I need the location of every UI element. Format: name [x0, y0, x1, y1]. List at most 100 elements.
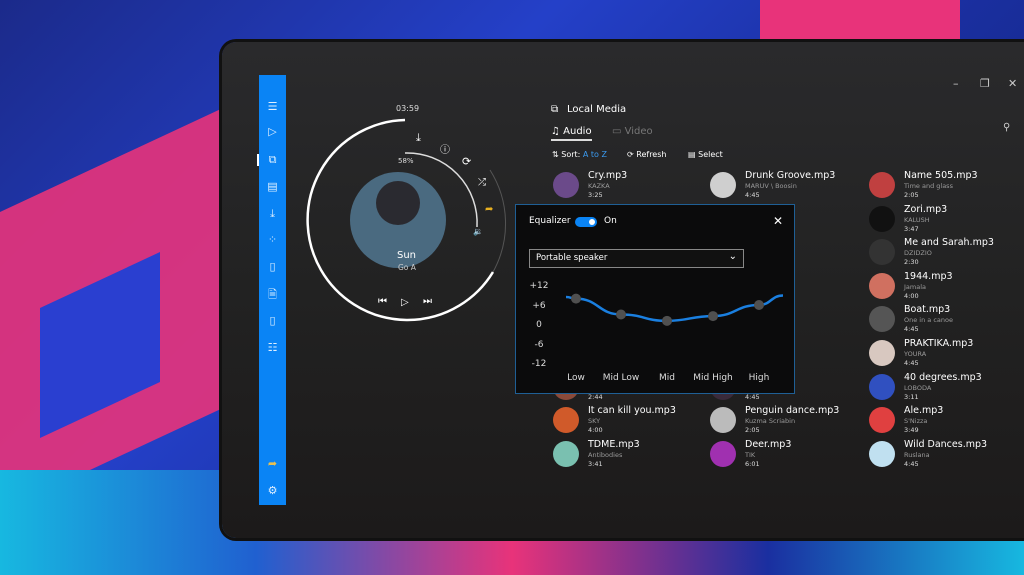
share-icon[interactable]: ➦: [267, 457, 278, 470]
local-media-icon[interactable]: ⧉: [268, 153, 277, 166]
song-duration: 3:11: [904, 392, 919, 401]
album-thumbnail: [869, 340, 895, 366]
list-item[interactable]: 1944.mp3 Jamala 4:00: [869, 271, 1009, 303]
repeat-icon[interactable]: ⟳: [462, 155, 472, 168]
device-icon[interactable]: ▯: [269, 314, 276, 327]
list-item[interactable]: Penguin dance.mp3 Kuzma Scriabin 2:05: [710, 405, 850, 437]
song-title: Penguin dance.mp3: [745, 405, 840, 417]
tab-audio[interactable]: ♫ Audio: [551, 126, 592, 141]
mouse-icon[interactable]: ▯: [269, 260, 276, 273]
search-icon[interactable]: ⚲: [1003, 122, 1011, 133]
list-item[interactable]: Boat.mp3 One in a canoe 4:45: [869, 304, 1009, 336]
play-icon[interactable]: ▷: [401, 297, 409, 308]
song-artist: DZIDZIO: [904, 249, 932, 258]
song-title: Cry.mp3: [588, 170, 628, 181]
file-icon[interactable]: 🗎: [268, 288, 277, 301]
list-item[interactable]: Zori.mp3 KALUSH 3:47: [869, 204, 1009, 236]
song-artist: TIK: [745, 450, 756, 459]
shuffle-icon[interactable]: ⤮: [478, 177, 486, 188]
select-button[interactable]: ▤ Select: [688, 150, 723, 159]
equalizer-toggle[interactable]: [575, 217, 597, 227]
song-title: Wild Dances.mp3: [904, 438, 988, 450]
sort-button[interactable]: ⇅ Sort: A to Z: [552, 150, 607, 159]
download-icon[interactable]: ⤓: [270, 207, 275, 220]
settings-icon[interactable]: ⚙: [267, 484, 278, 497]
menu-icon[interactable]: ☰: [267, 100, 278, 113]
list-item[interactable]: Cry.mp3 KAZKA 3:25: [553, 170, 693, 202]
close-icon[interactable]: ✕: [773, 214, 784, 228]
album-thumbnail: [553, 407, 579, 434]
song-duration: 4:45: [904, 459, 919, 468]
minimize-icon[interactable]: –: [953, 77, 959, 90]
list-item[interactable]: Deer.mp3 TIK 6:01: [710, 439, 850, 471]
song-duration: 3:49: [904, 426, 919, 435]
eq-band-handle-low[interactable]: [571, 293, 581, 304]
song-duration: 4:45: [904, 359, 919, 367]
song-duration: 2:05: [904, 191, 919, 199]
eq-band-handle-high[interactable]: [754, 299, 764, 310]
track-title: Sun: [397, 250, 417, 261]
equalizer-chart[interactable]: [516, 205, 796, 395]
list-item[interactable]: TDME.mp3 Antibodies 3:41: [553, 439, 693, 471]
song-title: Ale.mp3: [904, 405, 944, 417]
song-artist: Antibodies: [588, 450, 623, 459]
song-duration: 4:00: [904, 291, 919, 300]
song-duration: 3:25: [588, 191, 603, 199]
player-dial[interactable]: [290, 95, 510, 335]
stream-icon[interactable]: ⁘: [267, 233, 278, 246]
wallpaper-shape: [760, 0, 960, 45]
list-item[interactable]: Ale.mp3 S'Nizza 3:49: [869, 405, 1009, 437]
tab-video[interactable]: ▭ Video: [612, 126, 653, 137]
list-item[interactable]: Wild Dances.mp3 Ruslana 4:45: [869, 439, 1009, 471]
y-tick-label: -12: [531, 359, 547, 369]
previous-icon[interactable]: ⏮: [378, 296, 387, 307]
y-tick-label: -6: [534, 339, 544, 350]
x-tick-label: Mid: [659, 373, 675, 383]
preset-dropdown[interactable]: Portable speaker ⌄: [529, 249, 744, 268]
eq-band-handle-mid-high[interactable]: [708, 311, 718, 322]
song-artist: Ruslana: [904, 450, 930, 459]
song-duration: 4:45: [904, 325, 919, 334]
song-title: It can kill you.mp3: [588, 405, 676, 417]
list-item[interactable]: PRAKTIKA.mp3 YOURA 4:45: [869, 338, 1009, 370]
next-icon[interactable]: ⏭: [423, 296, 432, 307]
album-thumbnail: [869, 440, 895, 467]
album-thumbnail: [869, 205, 895, 232]
volume-percent: 58%: [398, 157, 414, 165]
volume-icon[interactable]: 🔉: [473, 227, 483, 236]
share-track-icon[interactable]: ➦: [485, 204, 494, 215]
eq-band-handle-mid[interactable]: [662, 315, 672, 326]
volume-arc[interactable]: [404, 152, 478, 228]
song-title: Zori.mp3: [904, 203, 948, 215]
album-thumbnail: [710, 172, 736, 198]
song-duration: 6:01: [745, 459, 760, 468]
download-track-icon[interactable]: ⤓: [416, 131, 421, 144]
list-item[interactable]: It can kill you.mp3 SKY 4:00: [553, 405, 693, 437]
song-artist: S'Nizza: [904, 417, 928, 426]
selection-indicator: [257, 154, 259, 166]
tab-audio-label: Audio: [563, 126, 592, 137]
eq-band-handle-mid-low[interactable]: [616, 309, 626, 320]
list-item[interactable]: Me and Sarah.mp3 DZIDZIO 2:30: [869, 237, 1009, 269]
song-artist: KAZKA: [588, 182, 610, 190]
progress-ring[interactable]: [306, 118, 495, 322]
list-item[interactable]: Drunk Groove.mp3 MARUV \ Boosin 4:45: [710, 170, 850, 202]
song-duration: 2:05: [745, 426, 760, 435]
close-window-icon[interactable]: ✕: [1008, 77, 1018, 90]
list-item[interactable]: Name 505.mp3 Time and glass 2:05: [869, 170, 1009, 202]
playlist-icon[interactable]: ▤: [267, 180, 278, 193]
song-duration: 2:44: [588, 392, 603, 401]
song-artist: Jamala: [904, 282, 927, 291]
equalizer-nav-icon[interactable]: ☷: [267, 341, 278, 354]
album-thumbnail: [869, 407, 895, 434]
play-nav-icon[interactable]: ▷: [268, 125, 277, 138]
info-icon[interactable]: ⓘ: [440, 145, 450, 156]
equalizer-title: Equalizer: [529, 216, 571, 226]
list-item[interactable]: 40 degrees.mp3 LOBODA 3:11: [869, 372, 1009, 404]
song-title: Boat.mp3: [904, 304, 951, 316]
song-duration: 2:30: [904, 258, 919, 267]
refresh-button[interactable]: ⟳ Refresh: [627, 150, 667, 159]
song-title: Me and Sarah.mp3: [904, 237, 994, 249]
maximize-icon[interactable]: ❐: [980, 77, 990, 90]
x-tick-label: Mid High: [693, 373, 733, 383]
